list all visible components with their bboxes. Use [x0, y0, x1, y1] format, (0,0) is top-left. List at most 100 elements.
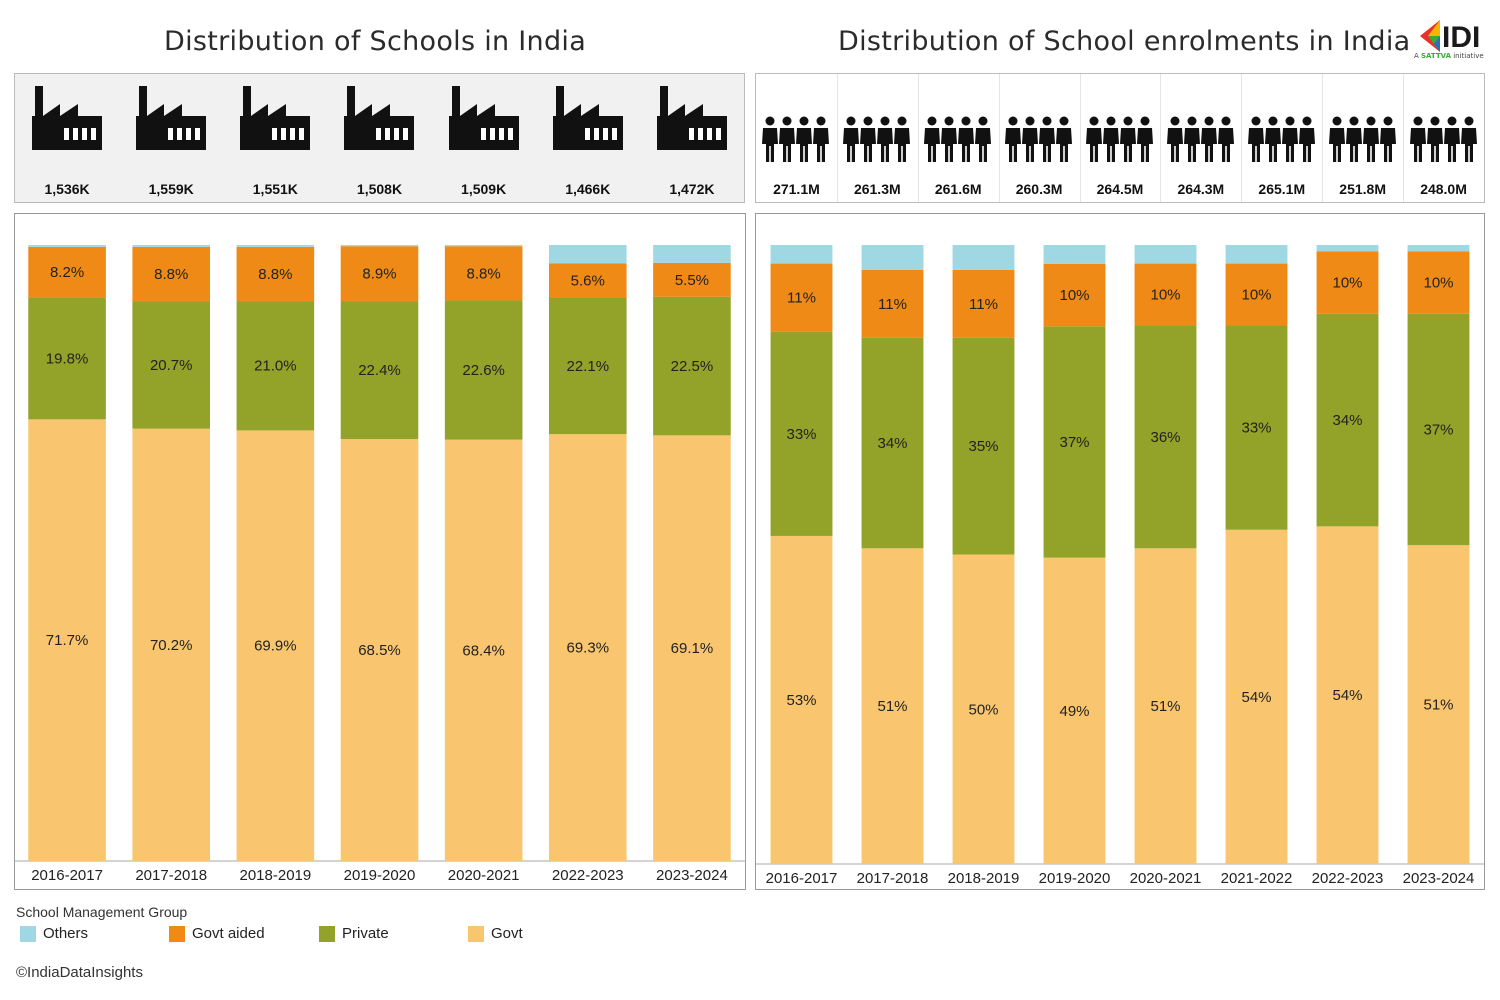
bar-segment-private: [444, 300, 523, 440]
schools-total-cell: 1,536K: [15, 74, 120, 202]
x-tick-label: 2016-2017: [766, 870, 838, 887]
legend-item-govt-aided[interactable]: Govt aided: [169, 925, 265, 942]
bar-segment-govt-aided: [28, 246, 106, 298]
data-label: 68.4%: [462, 642, 505, 659]
bar-segment-others: [1407, 245, 1470, 252]
schools-total-value: 1,551K: [252, 181, 298, 197]
enrolments-total-value: 260.3M: [1015, 181, 1063, 197]
bar-segment-others: [236, 245, 315, 247]
bar-segment-others: [861, 245, 924, 270]
bar-segment-govt-aided: [1225, 263, 1288, 326]
factory-icon: [240, 86, 311, 150]
enrolments-total-cell: 265.1M: [1241, 74, 1324, 202]
bar-segment-private: [1043, 326, 1106, 558]
bar-segment-others: [548, 245, 627, 264]
logo-subtitle: A SATTVA initiative: [1414, 52, 1484, 60]
bar-segment-others: [444, 245, 523, 247]
bar-segment-govt: [861, 548, 924, 864]
enrolments-total-cell: 251.8M: [1322, 74, 1405, 202]
data-label: 8.9%: [362, 266, 396, 283]
bar-segment-private: [548, 297, 627, 435]
x-tick-label: 2017-2018: [135, 867, 207, 884]
data-label: 34%: [1332, 412, 1362, 429]
enrolments-total-cell: 264.5M: [1080, 74, 1162, 202]
bar-segment-govt-aided: [1407, 251, 1470, 314]
data-label: 10%: [1423, 275, 1453, 292]
schools-total-value: 1,508K: [356, 181, 403, 197]
logo-subtitle-suffix: initiative: [1451, 52, 1484, 60]
data-label: 49%: [1059, 703, 1089, 720]
bar-segment-govt-aided: [444, 246, 523, 301]
schools-total-value: 1,509K: [461, 181, 507, 197]
legend-items: Others Govt aided Private Govt: [16, 925, 576, 945]
people-group-icon: [1005, 116, 1073, 162]
factory-icon: [344, 86, 415, 150]
legend-swatch: [20, 925, 36, 942]
bar-segment-govt: [653, 435, 731, 861]
enrolments-total-value: 264.5M: [1096, 181, 1144, 197]
x-tick-label: 2023-2024: [656, 867, 728, 884]
legend-swatch: [169, 925, 185, 942]
bar-segment-govt-aided: [340, 246, 419, 302]
bar-segment-govt: [28, 419, 106, 861]
x-tick-label: 2022-2023: [1312, 870, 1384, 887]
data-label: 22.1%: [567, 358, 610, 375]
bar-segment-private: [770, 331, 833, 536]
enrolments-total-value: 265.1M: [1258, 181, 1306, 197]
x-tick-label: 2016-2017: [31, 867, 103, 884]
enrolments-total-value: 248.0M: [1420, 181, 1467, 197]
data-label: 54%: [1241, 689, 1271, 706]
data-label: 36%: [1150, 429, 1180, 446]
people-group-icon: [924, 116, 992, 162]
schools-total-cell: 1,472K: [639, 74, 744, 202]
data-label: 51%: [1150, 698, 1180, 715]
data-label: 10%: [1059, 287, 1089, 304]
data-label: 69.1%: [671, 640, 714, 657]
schools-total-cell: 1,509K: [431, 74, 536, 202]
bar-segment-others: [952, 245, 1015, 270]
schools-total-value: 1,472K: [669, 181, 715, 197]
data-label: 10%: [1332, 275, 1362, 292]
bar-segment-govt: [1043, 557, 1106, 864]
bar-segment-others: [1316, 245, 1379, 252]
x-tick-label: 2022-2023: [552, 867, 624, 884]
legend-item-govt[interactable]: Govt: [468, 925, 523, 942]
data-label: 69.9%: [254, 638, 297, 655]
bar-segment-private: [653, 296, 731, 436]
bar-segment-private: [132, 301, 211, 429]
x-tick-label: 2018-2019: [239, 867, 311, 884]
logo-subtitle-brand: SATTVA: [1421, 52, 1452, 60]
bar-segment-govt-aided: [770, 263, 833, 332]
data-label: 34%: [877, 435, 907, 452]
schools-total-cell: 1,466K: [535, 74, 640, 202]
people-group-icon: [1328, 116, 1396, 162]
data-label: 50%: [968, 701, 998, 718]
schools-totals-panel: 1,536K 1,559K 1,551K 1,508K 1,509K 1,466K 1,47…: [14, 73, 745, 203]
people-group-icon: [1409, 116, 1477, 162]
data-label: 68.5%: [358, 642, 401, 659]
legend-label: Others: [43, 925, 89, 942]
x-tick-label: 2020-2021: [448, 867, 520, 884]
people-group-icon: [843, 116, 911, 162]
enrolments-total-cell: 264.3M: [1160, 74, 1243, 202]
legend-item-others[interactable]: Others: [20, 925, 88, 942]
bar-segment-govt: [952, 554, 1015, 864]
legend-title: School Management Group: [16, 904, 188, 920]
bar-segment-govt-aided: [1134, 263, 1197, 326]
legend-item-private[interactable]: Private: [319, 925, 389, 942]
bar-segment-others: [770, 245, 833, 264]
idi-logo: IDI: [1414, 14, 1494, 64]
factory-icon: [656, 86, 727, 150]
x-tick-label: 2019-2020: [1039, 870, 1111, 887]
x-tick-label: 2020-2021: [1130, 870, 1202, 887]
data-label: 22.4%: [358, 362, 401, 379]
enrolments-total-cell: 271.1M: [756, 74, 838, 202]
logo-subtitle-prefix: A: [1414, 52, 1422, 60]
bar-segment-others: [1043, 245, 1106, 264]
data-label: 33%: [1241, 420, 1271, 437]
enrolments-total-value: 261.6M: [934, 181, 982, 197]
credit-text: ©IndiaDataInsights: [16, 964, 143, 981]
x-tick-label: 2019-2020: [344, 867, 416, 884]
bar-segment-govt: [1316, 526, 1379, 864]
data-label: 51%: [877, 698, 907, 715]
